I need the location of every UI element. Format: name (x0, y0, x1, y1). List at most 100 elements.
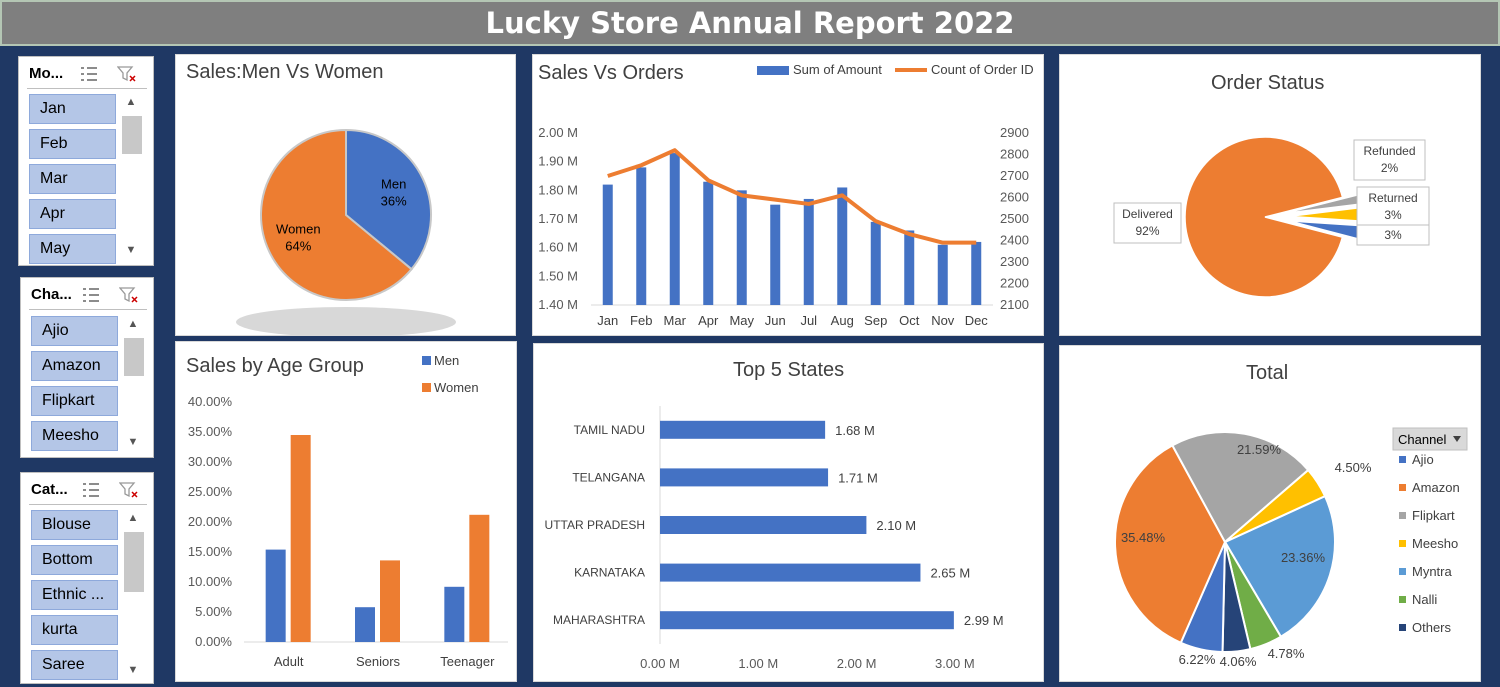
slicer-item-apr[interactable]: Apr (29, 199, 116, 229)
data-label: 1.71 M (838, 470, 878, 485)
multi-select-icon[interactable] (79, 65, 99, 83)
data-label: 4.50% (1335, 460, 1372, 475)
order-status-pie: Delivered 92% Refunded 2% Returned 3% 3% (1113, 136, 1430, 298)
scroll-down-icon[interactable]: ▼ (127, 436, 139, 448)
legend-swatch (1399, 568, 1406, 575)
pie-slice-delivered (1184, 136, 1344, 298)
scroll-down-icon[interactable]: ▼ (125, 244, 137, 256)
x-tick-label: Apr (698, 313, 719, 328)
channel-slicer[interactable]: Cha... Ajio Amazon Flipkart Meesho ▲ ▼ (20, 277, 154, 458)
x-tick-label: Jun (765, 313, 786, 328)
age-group-chart: 0.00% 5.00% 10.00% 15.00% 20.00% 25.00% 30.00%… (188, 353, 508, 669)
bar-seniors-men (355, 607, 375, 642)
clear-filter-icon[interactable] (119, 286, 139, 304)
slicer-item-ethnic[interactable]: Ethnic ... (31, 580, 118, 610)
bar-aug (837, 187, 848, 305)
clear-filter-icon[interactable] (117, 65, 137, 83)
y2-tick-label: 2700 (1000, 168, 1029, 183)
slicer-item-amazon[interactable]: Amazon (31, 351, 118, 381)
bar-apr (703, 181, 714, 305)
x-tick-label: Jul (800, 313, 817, 328)
category-slicer[interactable]: Cat... Blouse Bottom Ethnic ... kurta Sa… (20, 472, 154, 684)
slicer-item-blouse[interactable]: Blouse (31, 510, 118, 540)
y-tick-label: MAHARASHTRA (553, 613, 645, 627)
slicer-item-ajio[interactable]: Ajio (31, 316, 118, 346)
data-label: 4.06% (1220, 654, 1257, 669)
chart-title: Order Status (1211, 72, 1325, 94)
slicer-scrollbar[interactable]: ▲ ▼ (122, 316, 144, 450)
slicer-item-saree[interactable]: Saree (31, 650, 118, 680)
legend-label: Flipkart (1412, 508, 1455, 523)
slicer-header: Cha... (29, 284, 147, 310)
scroll-up-icon[interactable]: ▲ (127, 318, 139, 330)
report-title: Lucky Store Annual Report 2022 (0, 0, 1500, 46)
bar-uttar-pradesh (660, 516, 867, 534)
pie-shadow (236, 307, 456, 335)
multi-select-icon[interactable] (81, 286, 101, 304)
x-tick-label: Feb (630, 313, 652, 328)
x-tick-label: Nov (931, 313, 955, 328)
y-tick-label: 1.90 M (538, 154, 578, 169)
legend-label: Others (1412, 620, 1452, 635)
slicer-header: Cat... (29, 479, 147, 505)
legend-swatch (422, 383, 431, 392)
y-tick-label: 15.00% (188, 544, 233, 559)
bar-nov (937, 244, 948, 305)
x-tick-label: Adult (274, 654, 304, 669)
legend-label: Ajio (1412, 452, 1434, 467)
data-label: Men 36% (381, 177, 407, 209)
legend-label: Meesho (1412, 536, 1458, 551)
y-tick-label: 20.00% (188, 514, 233, 529)
data-label: 21.59% (1237, 442, 1282, 457)
month-slicer[interactable]: Mo... Jan Feb Mar Apr May ▲ ▼ (18, 56, 154, 266)
slicer-scrollbar[interactable]: ▲ ▼ (120, 94, 142, 258)
x-tick-label: 2.00 M (837, 656, 877, 671)
slicer-scrollbar[interactable]: ▲ ▼ (122, 510, 144, 678)
data-label-box (1113, 202, 1182, 244)
slicer-item-meesho[interactable]: Meesho (31, 421, 118, 451)
slicer-item-bottom[interactable]: Bottom (31, 545, 118, 575)
pie-slice-meesho (1224, 468, 1327, 543)
data-label: 2.65 M (930, 566, 970, 581)
legend-label: Sum of Amount (793, 62, 882, 77)
scroll-thumb[interactable] (124, 338, 144, 376)
multi-select-icon[interactable] (81, 481, 101, 499)
legend-label: Nalli (1412, 592, 1437, 607)
slicer-item-flipkart[interactable]: Flipkart (31, 386, 118, 416)
legend-filter-button (1392, 427, 1468, 451)
bar-karnataka (660, 563, 921, 582)
scroll-thumb[interactable] (124, 532, 144, 592)
legend-swatch-amount (757, 66, 789, 75)
x-tick-label: Oct (899, 313, 920, 328)
slicer-item-jan[interactable]: Jan (29, 94, 116, 124)
scroll-up-icon[interactable]: ▲ (125, 96, 137, 108)
sales-orders-panel: Sales Vs Orders 1.40 M 1.50 M 1.60 M 1.70 M… (532, 54, 1044, 336)
age-group-panel: Sales by Age Group 0.00% 5.00% 10.00% 15.00… (175, 341, 517, 682)
chart-title: Top 5 States (733, 359, 845, 381)
chart-title: Sales by Age Group (186, 355, 364, 377)
chart-title: Total (1246, 362, 1289, 384)
clear-filter-icon[interactable] (119, 481, 139, 499)
data-label: 2.99 M (964, 613, 1004, 628)
men-women-pie: Men 36% Women 64% (236, 128, 456, 335)
scroll-up-icon[interactable]: ▲ (127, 512, 139, 524)
channel-total-panel: Total 6.22% 35.48% 21.59% 4.50% 23.36% 4.78% 4… (1059, 345, 1481, 682)
scroll-down-icon[interactable]: ▼ (127, 664, 139, 676)
sales-orders-chart: 1.40 M 1.50 M 1.60 M 1.70 M 1.80 M 1.90 M 2.00… (538, 62, 1033, 328)
data-label: Delivered 92% (1122, 207, 1173, 238)
slicer-item-may[interactable]: May (29, 234, 116, 264)
slicer-item-mar[interactable]: Mar (29, 164, 116, 194)
legend-swatch (1399, 512, 1406, 519)
slicer-item-kurta[interactable]: kurta (31, 615, 118, 645)
slicer-item-feb[interactable]: Feb (29, 129, 116, 159)
y-tick-label: 25.00% (188, 484, 233, 499)
bar-tamil-nadu (660, 420, 826, 439)
slicer-title: Mo... (29, 65, 64, 82)
slicer-header: Mo... (27, 63, 147, 89)
scroll-thumb[interactable] (122, 116, 142, 154)
top-states-panel: Top 5 States TAMIL NADU 1.68 M TELANGANA 1.… (533, 343, 1044, 682)
x-tick-label: Dec (965, 313, 989, 328)
bar-adult-men (265, 549, 286, 642)
pie-slice-myntra (1223, 494, 1336, 639)
pie-slice-flipkart (1171, 431, 1310, 544)
